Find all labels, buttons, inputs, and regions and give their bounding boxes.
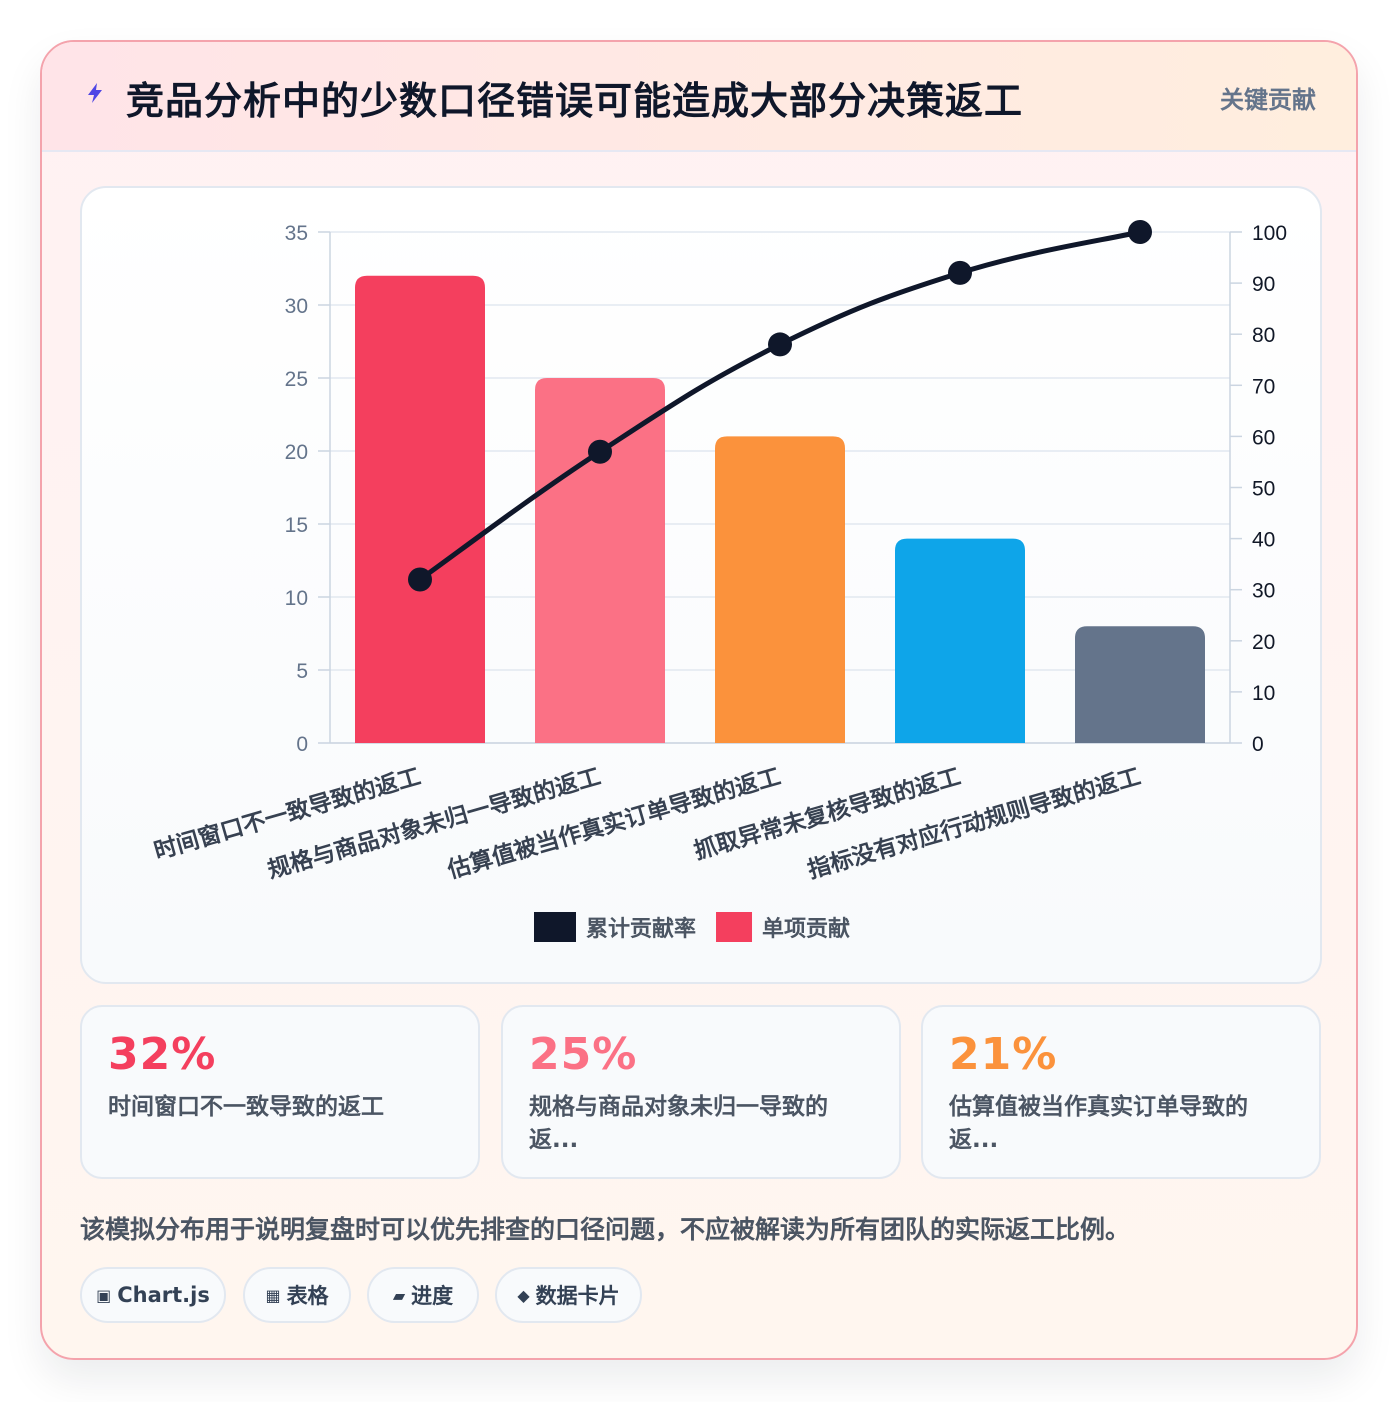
stat-value: 25%	[529, 1029, 638, 1080]
stat-card-1: 32% 时间窗口不一致导致的返工	[80, 1005, 480, 1179]
y-right-tick-label: 30	[1252, 580, 1275, 603]
table-icon: ▦	[265, 1285, 281, 1305]
y-left-tick-label: 20	[285, 441, 308, 464]
bar	[535, 378, 665, 743]
legend-swatch	[716, 912, 753, 942]
y-right-tick-label: 70	[1252, 375, 1275, 398]
chip-label: 数据卡片	[535, 1284, 620, 1308]
diamond-icon: ◆	[517, 1285, 530, 1305]
y-right-tick-label: 80	[1252, 324, 1275, 347]
chip-label: Chart.js	[117, 1283, 210, 1307]
y-right-tick-label: 50	[1252, 478, 1275, 501]
bar	[355, 275, 485, 743]
legend-label: 单项贡献	[762, 916, 850, 942]
y-right-tick-label: 60	[1252, 426, 1275, 449]
cumulative-point	[588, 439, 612, 464]
bar	[895, 538, 1025, 743]
header-tag: 关键贡献	[1220, 86, 1316, 114]
y-left-tick-label: 0	[296, 733, 308, 756]
pareto-chart: 051015202530350102030405060708090100时间窗口…	[151, 220, 1287, 942]
page-title: 竞品分析中的少数口径错误可能造成大部分决策返工	[126, 79, 1024, 123]
y-left-tick-label: 30	[285, 295, 308, 318]
chip-progress[interactable]: ▰ 进度	[367, 1267, 479, 1323]
stat-value: 32%	[108, 1029, 217, 1080]
footnote: 该模拟分布用于说明复盘时可以优先排查的口径问题，不应被解读为所有团队的实际返工比…	[80, 1215, 1131, 1244]
chip-label: 表格	[286, 1284, 329, 1308]
stat-card-3: 21% 估算值被当作真实订单导致的返...	[921, 1005, 1321, 1179]
y-left-tick-label: 5	[296, 660, 308, 683]
stat-label: 规格与商品对象未归一导致的返...	[529, 1094, 828, 1153]
progress-icon: ▰	[392, 1285, 406, 1305]
legend-swatch	[534, 912, 576, 942]
bar	[1075, 626, 1205, 743]
y-left-tick-label: 25	[285, 368, 308, 391]
y-right-tick-label: 40	[1252, 529, 1275, 552]
y-right-tick-label: 10	[1252, 682, 1275, 705]
chip-chartjs[interactable]: ▣ Chart.js	[80, 1267, 226, 1323]
stat-label: 估算值被当作真实订单导致的返...	[949, 1094, 1248, 1153]
cumulative-point	[768, 332, 792, 357]
stat-label: 时间窗口不一致导致的返工	[108, 1094, 384, 1120]
y-right-tick-label: 0	[1252, 733, 1264, 756]
stat-value: 21%	[949, 1029, 1058, 1080]
card-header: 竞品分析中的少数口径错误可能造成大部分决策返工 关键贡献	[42, 42, 1356, 152]
y-left-tick-label: 10	[285, 587, 308, 610]
y-left-tick-label: 15	[285, 514, 308, 537]
stat-card-2: 25% 规格与商品对象未归一导致的返...	[501, 1005, 901, 1179]
lightning-icon	[88, 83, 102, 103]
chip-table[interactable]: ▦ 表格	[243, 1267, 351, 1323]
y-right-tick-label: 20	[1252, 631, 1275, 654]
cumulative-point	[408, 567, 432, 592]
cumulative-point	[1128, 220, 1152, 244]
cumulative-point	[948, 260, 972, 285]
chip-label: 进度	[411, 1284, 454, 1308]
x-tick-label: 指标没有对应行动规则导致的返工	[805, 763, 1144, 884]
chart-card: 竞品分析中的少数口径错误可能造成大部分决策返工 关键贡献 0 5 10 15 20 25 3…	[40, 40, 1358, 1360]
legend-label: 累计贡献率	[586, 916, 696, 942]
x-tick-label: 估算值被当作真实订单导致的返工	[444, 763, 784, 884]
y-right-tick-label: 90	[1252, 273, 1275, 296]
chart-icon: ▣	[96, 1285, 112, 1305]
y-right-tick-label: 100	[1252, 222, 1287, 245]
y-left-tick-label: 35	[285, 222, 308, 245]
chart-panel: 0 5 10 15 20 25 30 35 0 10 20 30 40 50 60 70 80 90 100 时间窗口…	[80, 186, 1322, 984]
chip-data-cards[interactable]: ◆ 数据卡片	[495, 1267, 642, 1323]
x-tick-label: 规格与商品对象未归一导致的返工	[265, 763, 604, 884]
bar	[715, 436, 845, 743]
